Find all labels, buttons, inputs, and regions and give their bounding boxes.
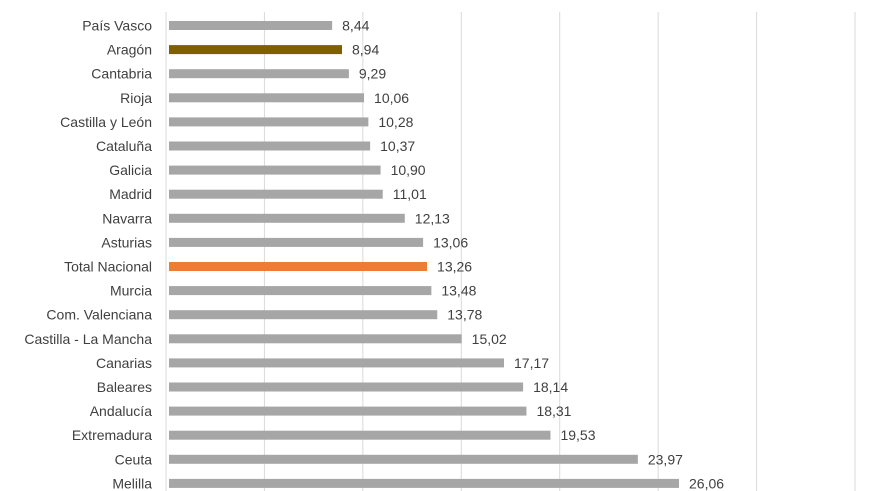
- value-label-6: 10,90: [391, 162, 426, 178]
- bar-8: [169, 213, 405, 223]
- value-label-19: 26,06: [689, 475, 724, 491]
- bar-13: [169, 334, 462, 344]
- value-label-13: 15,02: [472, 331, 507, 347]
- bar-7: [169, 189, 383, 199]
- category-label-12: Com. Valenciana: [46, 307, 152, 323]
- bar-6: [169, 165, 381, 175]
- category-label-19: Melilla: [112, 475, 152, 491]
- category-labels: País Vasco Aragón Cantabria Rioja Castilla y…: [24, 18, 152, 491]
- bar-15: [169, 382, 524, 392]
- bar-9: [169, 237, 424, 247]
- category-label-4: Castilla y León: [60, 114, 152, 130]
- value-label-4: 10,28: [378, 114, 413, 130]
- value-label-12: 13,78: [447, 307, 482, 323]
- category-label-13: Castilla - La Mancha: [24, 331, 152, 347]
- bar-17: [169, 430, 551, 440]
- category-label-6: Galicia: [109, 162, 152, 178]
- category-label-1: Aragón: [107, 42, 152, 58]
- value-label-15: 18,14: [533, 379, 568, 395]
- bars: [169, 21, 680, 488]
- bar-16: [169, 406, 527, 416]
- value-label-10: 13,26: [437, 259, 472, 275]
- bar-10: [169, 262, 428, 271]
- category-label-11: Murcia: [110, 283, 152, 299]
- category-label-18: Ceuta: [115, 451, 153, 467]
- value-label-11: 13,48: [441, 283, 476, 299]
- value-label-16: 18,31: [536, 403, 571, 419]
- bar-5: [169, 141, 371, 151]
- bar-2: [169, 69, 349, 79]
- value-label-17: 19,53: [560, 427, 595, 443]
- value-label-9: 13,06: [433, 234, 468, 250]
- category-label-9: Asturias: [101, 234, 152, 250]
- value-label-2: 9,29: [359, 66, 386, 82]
- value-label-14: 17,17: [514, 355, 549, 371]
- category-label-17: Extremadura: [72, 427, 152, 443]
- category-label-2: Cantabria: [91, 66, 152, 82]
- value-label-8: 12,13: [415, 210, 450, 226]
- gridlines: [165, 12, 856, 491]
- category-label-8: Navarra: [102, 210, 152, 226]
- value-label-7: 11,01: [393, 186, 427, 202]
- bar-14: [169, 358, 505, 368]
- bar-0: [169, 21, 333, 30]
- value-label-5: 10,37: [380, 138, 415, 154]
- value-label-1: 8,94: [352, 42, 379, 58]
- category-label-10: Total Nacional: [64, 259, 152, 275]
- bar-1: [169, 45, 342, 55]
- bar-18: [169, 454, 638, 464]
- value-label-3: 10,06: [374, 90, 409, 106]
- category-label-14: Canarias: [96, 355, 152, 371]
- bar-4: [169, 117, 369, 127]
- bar-12: [169, 310, 438, 320]
- category-label-7: Madrid: [109, 186, 152, 202]
- bar-3: [169, 93, 365, 103]
- value-labels: 8,44 8,94 9,29 10,06 10,28 10,37 10,90 11,01 12,…: [342, 18, 724, 491]
- category-label-16: Andalucía: [90, 403, 152, 419]
- category-label-0: País Vasco: [82, 18, 152, 34]
- category-label-5: Cataluña: [96, 138, 152, 154]
- value-label-0: 8,44: [342, 18, 369, 34]
- bar-19: [169, 478, 680, 488]
- bar-11: [169, 286, 432, 296]
- value-label-18: 23,97: [648, 451, 683, 467]
- category-label-3: Rioja: [120, 90, 152, 106]
- category-label-15: Baleares: [97, 379, 152, 395]
